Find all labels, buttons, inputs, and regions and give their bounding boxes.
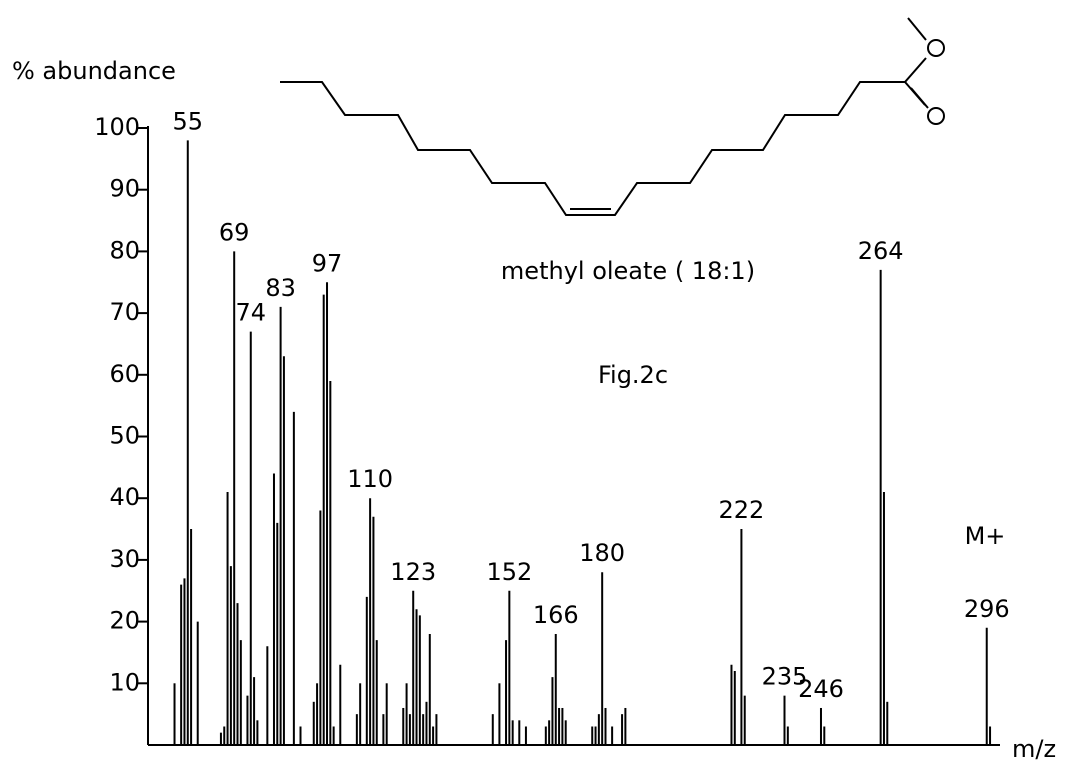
y-tick-label: 80 <box>109 236 140 264</box>
peak-label: 110 <box>347 465 393 493</box>
y-tick-label: 30 <box>109 545 140 573</box>
peak-label: 235 <box>762 663 808 691</box>
y-tick-label: 20 <box>109 607 140 635</box>
y-tick-label: 50 <box>109 422 140 450</box>
y-axis-label: % abundance <box>12 57 176 85</box>
peak-label: 152 <box>486 558 532 586</box>
y-tick-label: 70 <box>109 298 140 326</box>
peak-label: 55 <box>173 107 204 135</box>
chart-title: methyl oleate ( 18:1) <box>501 257 755 285</box>
oxygen-atom <box>927 39 945 57</box>
peak-label: 222 <box>719 496 765 524</box>
peak-label: 69 <box>219 218 250 246</box>
y-tick-label: 60 <box>109 360 140 388</box>
carbonyl-bond <box>910 87 929 109</box>
carbon-chain <box>280 81 926 216</box>
y-tick-label: 90 <box>109 175 140 203</box>
peak-label: 97 <box>312 249 343 277</box>
peak-label: 180 <box>579 539 625 567</box>
x-axis-label: m/z <box>1012 735 1056 763</box>
y-tick-label: 40 <box>109 483 140 511</box>
peak-label: 246 <box>798 675 844 703</box>
oxygen-atom <box>927 107 945 125</box>
chart-subtitle: Fig.2c <box>598 361 668 389</box>
peak-label: 264 <box>858 237 904 265</box>
molecule-structure <box>280 17 945 216</box>
ester-bond <box>904 57 927 83</box>
peak-label: 166 <box>533 601 579 629</box>
y-tick-label: 10 <box>109 668 140 696</box>
annotation: M+ <box>965 522 1006 550</box>
y-tick-label: 100 <box>94 113 140 141</box>
peak-label: 296 <box>964 595 1010 623</box>
peak-label: 123 <box>390 558 436 586</box>
peak-label: 74 <box>235 299 266 327</box>
methyl-bond <box>907 17 927 41</box>
peak-label: 83 <box>265 274 296 302</box>
